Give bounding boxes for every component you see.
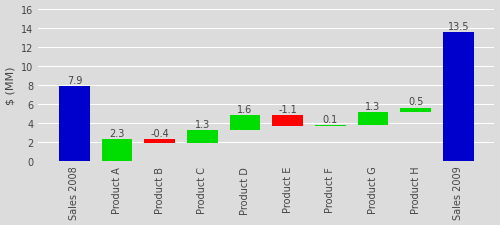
Bar <box>272 116 303 126</box>
Text: -0.4: -0.4 <box>150 128 169 138</box>
Text: 0.1: 0.1 <box>323 114 338 124</box>
Text: -1.1: -1.1 <box>278 105 297 115</box>
Text: 1.3: 1.3 <box>195 120 210 130</box>
Bar <box>187 131 218 143</box>
Bar <box>102 139 132 161</box>
Text: 7.9: 7.9 <box>66 75 82 85</box>
Text: 2.3: 2.3 <box>110 128 125 138</box>
Text: 1.3: 1.3 <box>366 102 380 112</box>
Bar <box>230 116 260 131</box>
Bar <box>59 86 90 161</box>
Text: 1.6: 1.6 <box>238 105 252 115</box>
Text: 13.5: 13.5 <box>448 22 469 32</box>
Bar <box>400 108 431 113</box>
Y-axis label: $ (MM): $ (MM) <box>6 66 16 104</box>
Bar <box>315 125 346 126</box>
Text: 0.5: 0.5 <box>408 97 424 107</box>
Bar <box>144 139 175 143</box>
Bar <box>358 113 388 125</box>
Bar <box>443 33 474 161</box>
